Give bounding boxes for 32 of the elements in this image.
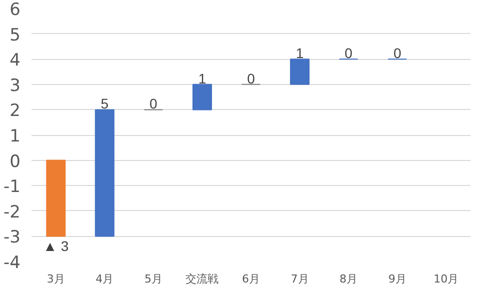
y-tick-label: 4 (10, 50, 21, 71)
data-label: 1 (296, 45, 304, 62)
x-tick-label: 3月 (46, 272, 65, 286)
x-tick-label: 7月 (290, 272, 309, 286)
y-tick-label: -3 (4, 228, 21, 248)
data-label: 0 (344, 45, 353, 62)
y-tick-label: 3 (10, 76, 21, 96)
data-label: 0 (247, 70, 256, 86)
x-tick-label: 5月 (144, 272, 162, 286)
y-tick-label: -1 (4, 177, 21, 198)
y-tick-label: -4 (4, 253, 21, 273)
bar (94, 109, 114, 237)
x-tick-label: 10月 (434, 272, 459, 286)
y-tick-label: -2 (4, 202, 21, 222)
x-tick-label: 交流戦 (186, 272, 219, 286)
bar (46, 160, 66, 237)
y-tick-label: 0 (10, 152, 21, 172)
data-label: 0 (393, 45, 402, 62)
bar (290, 58, 310, 85)
data-label: ▲ 3 (43, 238, 69, 254)
data-label: 0 (150, 96, 158, 112)
x-tick-label: 9月 (388, 272, 406, 286)
x-tick-label: 8月 (340, 272, 358, 286)
data-label: 1 (198, 70, 206, 86)
x-tick-label: 6月 (242, 272, 260, 286)
data-label: 5 (100, 96, 109, 112)
y-tick-label: 2 (10, 101, 21, 122)
y-tick-label: 5 (10, 25, 21, 46)
x-tick-label: 4月 (96, 272, 114, 286)
y-tick-label: 6 (10, 0, 21, 20)
bar (192, 84, 212, 110)
y-tick-label: 1 (10, 126, 21, 146)
